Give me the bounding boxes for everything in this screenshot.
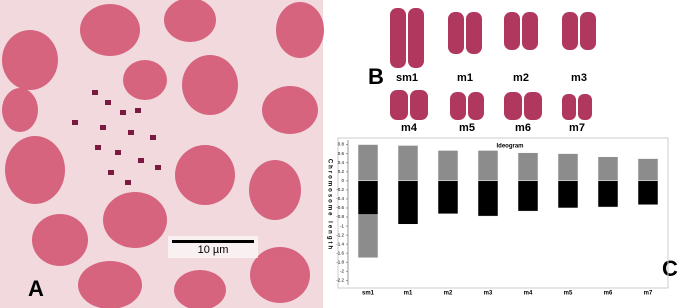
karyotype — [390, 8, 596, 120]
y-tick-label: -1.2 — [336, 232, 344, 237]
x-tick-label: m2 — [444, 291, 453, 297]
bar-segment — [557, 153, 579, 182]
bar-segment — [397, 180, 419, 225]
y-tick-label: -1.8 — [336, 260, 344, 265]
x-tick-label: m4 — [524, 291, 533, 297]
bar-segment — [437, 150, 459, 182]
bar-segment — [357, 180, 379, 216]
y-tick-label: 0.4 — [338, 160, 345, 165]
bar-segment — [437, 180, 459, 215]
bar-segment — [477, 180, 499, 217]
y-tick-label: -1.6 — [336, 250, 344, 255]
y-tick-label: 0.8 — [338, 142, 345, 147]
panel-label: B — [368, 64, 384, 89]
chart-title: Ideogram — [496, 144, 523, 150]
panel-label: A — [28, 276, 44, 301]
bar-segment — [637, 158, 659, 182]
bar-segment — [597, 180, 619, 208]
bar-segment — [357, 144, 379, 182]
y-tick-label: 0.6 — [338, 151, 345, 156]
micrograph: 10 µm A — [0, 0, 324, 308]
x-tick-label: m1 — [404, 291, 413, 297]
karyotype-label: m5 — [459, 122, 475, 134]
bar-segment — [517, 152, 539, 182]
bar-segment — [397, 145, 419, 182]
scale-bar-label: 10 µm — [198, 244, 229, 256]
karyotype-label: m7 — [569, 122, 585, 134]
bar-segment — [557, 180, 579, 209]
bar-segment — [517, 180, 539, 212]
y-axis-label: Chromosome length — [326, 159, 332, 251]
y-tick-label: 0 — [341, 178, 344, 183]
bar-segment — [597, 156, 619, 182]
x-tick-label: m6 — [604, 291, 613, 297]
y-tick-label: -2.2 — [336, 278, 344, 283]
x-tick-label: m7 — [644, 291, 653, 297]
y-tick-label: 0.2 — [338, 169, 345, 174]
y-tick-label: -0.2 — [336, 187, 344, 192]
y-tick-label: -0.8 — [336, 214, 344, 219]
y-tick-label: -0.4 — [336, 196, 344, 201]
bar-segment — [477, 150, 499, 182]
panel-label: C — [662, 256, 678, 281]
y-tick-label: -1 — [340, 223, 344, 228]
x-tick-label: m3 — [484, 291, 493, 297]
karyotype-label: m2 — [513, 72, 529, 84]
x-tick-label: m5 — [564, 291, 573, 297]
bar-segment — [357, 214, 379, 259]
plot-frame — [337, 137, 669, 289]
x-tick-label: sm1 — [362, 291, 375, 297]
y-tick-label: -2 — [340, 269, 344, 274]
bar-segment — [637, 180, 659, 206]
y-tick-label: -1.4 — [336, 241, 344, 246]
karyotype-label: m6 — [515, 122, 531, 134]
karyotype-label: m3 — [571, 72, 587, 84]
karyotype-label: m4 — [401, 122, 418, 134]
y-tick-label: -0.6 — [336, 205, 344, 210]
karyotype-label: m1 — [457, 72, 473, 84]
karyotype-label: sm1 — [396, 72, 418, 84]
